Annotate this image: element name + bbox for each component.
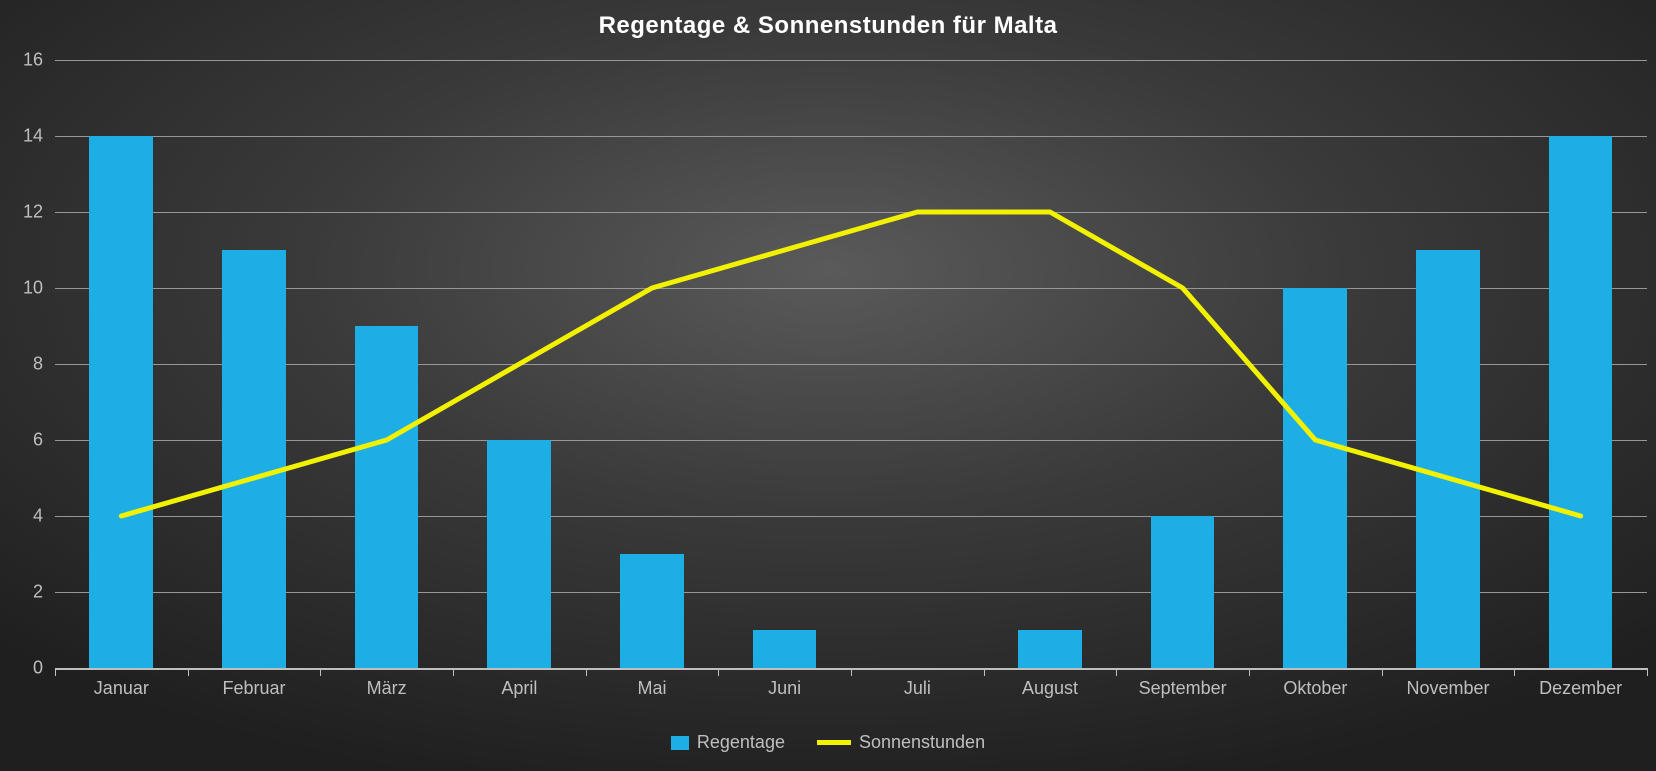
x-tick-mark	[718, 668, 719, 676]
x-tick-mark	[1514, 668, 1515, 676]
legend: Regentage Sonnenstunden	[0, 732, 1656, 753]
x-tick-mark	[1116, 668, 1117, 676]
y-tick-label: 16	[23, 50, 55, 71]
x-tick-label: August	[1022, 668, 1078, 699]
x-tick-label: Mai	[637, 668, 666, 699]
x-tick-label: Dezember	[1539, 668, 1622, 699]
x-tick-mark	[188, 668, 189, 676]
x-tick-label: Juni	[768, 668, 801, 699]
chart-root: Regentage & Sonnenstunden für Malta 0246…	[0, 0, 1656, 771]
y-tick-label: 6	[33, 430, 55, 451]
y-tick-label: 10	[23, 278, 55, 299]
chart-title: Regentage & Sonnenstunden für Malta	[0, 12, 1656, 40]
x-tick-label: März	[367, 668, 407, 699]
y-tick-label: 8	[33, 354, 55, 375]
x-tick-mark	[1647, 668, 1648, 676]
plot-area: 0246810121416JanuarFebruarMärzAprilMaiJu…	[55, 60, 1647, 668]
y-tick-label: 12	[23, 202, 55, 223]
x-tick-mark	[320, 668, 321, 676]
x-tick-mark	[453, 668, 454, 676]
x-tick-mark	[984, 668, 985, 676]
x-tick-label: September	[1139, 668, 1227, 699]
x-tick-label: April	[501, 668, 537, 699]
y-tick-label: 2	[33, 582, 55, 603]
x-tick-label: Januar	[94, 668, 149, 699]
x-tick-label: Februar	[222, 668, 285, 699]
x-tick-mark	[851, 668, 852, 676]
y-tick-label: 14	[23, 126, 55, 147]
y-tick-label: 0	[33, 658, 55, 679]
x-tick-mark	[1249, 668, 1250, 676]
y-tick-label: 4	[33, 506, 55, 527]
line-series	[55, 60, 1647, 668]
legend-swatch-line	[817, 740, 851, 745]
x-tick-label: Oktober	[1283, 668, 1347, 699]
x-tick-label: November	[1406, 668, 1489, 699]
x-tick-mark	[55, 668, 56, 676]
legend-item-line: Sonnenstunden	[817, 732, 985, 753]
legend-label-line: Sonnenstunden	[859, 732, 985, 753]
x-tick-mark	[586, 668, 587, 676]
legend-label-bar: Regentage	[697, 732, 785, 753]
x-tick-label: Juli	[904, 668, 931, 699]
legend-item-bar: Regentage	[671, 732, 785, 753]
x-tick-mark	[1382, 668, 1383, 676]
legend-swatch-bar	[671, 736, 689, 750]
